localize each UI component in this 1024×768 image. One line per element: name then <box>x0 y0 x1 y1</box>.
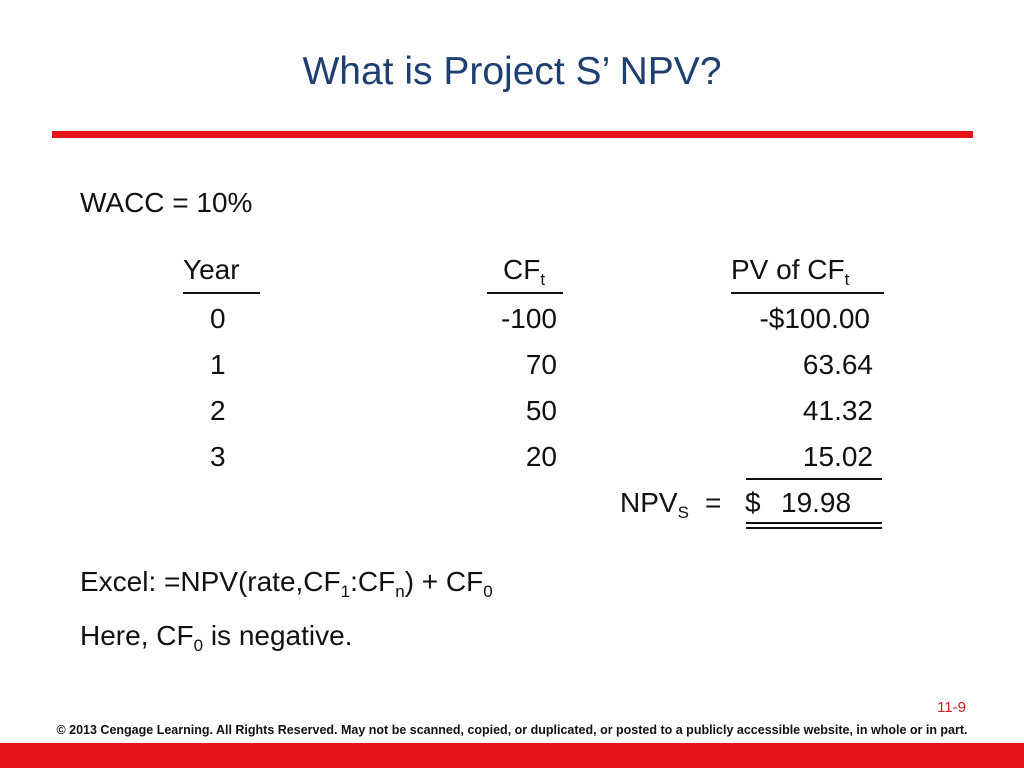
npv-label-subscript: S <box>677 503 689 522</box>
excel-sub-3: 0 <box>483 582 493 601</box>
excel-formula-note: Excel: =NPV(rate,CF1:CFn) + CF0 <box>80 566 493 601</box>
row-2-year: 2 <box>210 395 226 426</box>
header-cf-underline <box>487 292 563 294</box>
cf0-text-1: Here, CF <box>80 620 194 651</box>
header-year: Year <box>183 254 240 285</box>
row-1-pv: 63.64 <box>802 349 873 380</box>
row-0-cf: -100 <box>500 303 557 334</box>
npv-value: 19.98 <box>781 487 852 518</box>
header-pv-subscript: t <box>844 270 850 289</box>
row-3-year: 3 <box>210 441 226 472</box>
header-cf-subscript: t <box>540 270 546 289</box>
page-number: 11-9 <box>937 699 966 716</box>
footer-bar <box>0 719 1024 743</box>
excel-text-1: Excel: =NPV(rate,CF <box>80 566 341 597</box>
row-3-cf: 20 <box>525 441 557 472</box>
header-pv: PV of CFt <box>731 254 849 289</box>
excel-sub-1: 1 <box>340 582 351 601</box>
slide-title: What is Project S’ NPV? <box>302 50 722 93</box>
title-divider <box>52 131 973 138</box>
sum-underline <box>746 478 882 480</box>
row-0-pv: -$100.00 <box>759 303 870 334</box>
footer-red-band <box>0 743 1024 768</box>
row-1-cf: 70 <box>525 349 557 380</box>
header-cf-text: CF <box>503 254 541 285</box>
npv-double-underline-bottom <box>746 527 882 529</box>
npv-equals: = <box>705 487 722 518</box>
row-3-pv: 15.02 <box>802 441 873 472</box>
header-cf: CFt <box>503 254 545 289</box>
header-year-underline <box>183 292 260 294</box>
row-2-pv: 41.32 <box>802 395 873 426</box>
npv-label-text: NPV <box>620 487 678 518</box>
cf0-note: Here, CF0 is negative. <box>80 620 353 655</box>
wacc-label: WACC = 10% <box>80 187 253 218</box>
cf0-text-2: is negative. <box>203 620 353 651</box>
excel-text-3: ) + CF <box>404 566 484 597</box>
row-1-year: 1 <box>210 349 226 380</box>
npv-double-underline-top <box>746 522 882 524</box>
npv-currency: $ <box>745 487 761 518</box>
excel-sub-2: n <box>395 582 405 601</box>
row-0-year: 0 <box>210 303 226 334</box>
npv-label: NPVS <box>620 487 689 522</box>
header-pv-text: PV of CF <box>731 254 845 285</box>
cf0-sub: 0 <box>193 636 204 655</box>
header-pv-underline <box>731 292 884 294</box>
excel-text-2: :CF <box>350 566 396 597</box>
copyright-notice: © 2013 Cengage Learning. All Rights Rese… <box>56 723 968 737</box>
row-2-cf: 50 <box>525 395 557 426</box>
